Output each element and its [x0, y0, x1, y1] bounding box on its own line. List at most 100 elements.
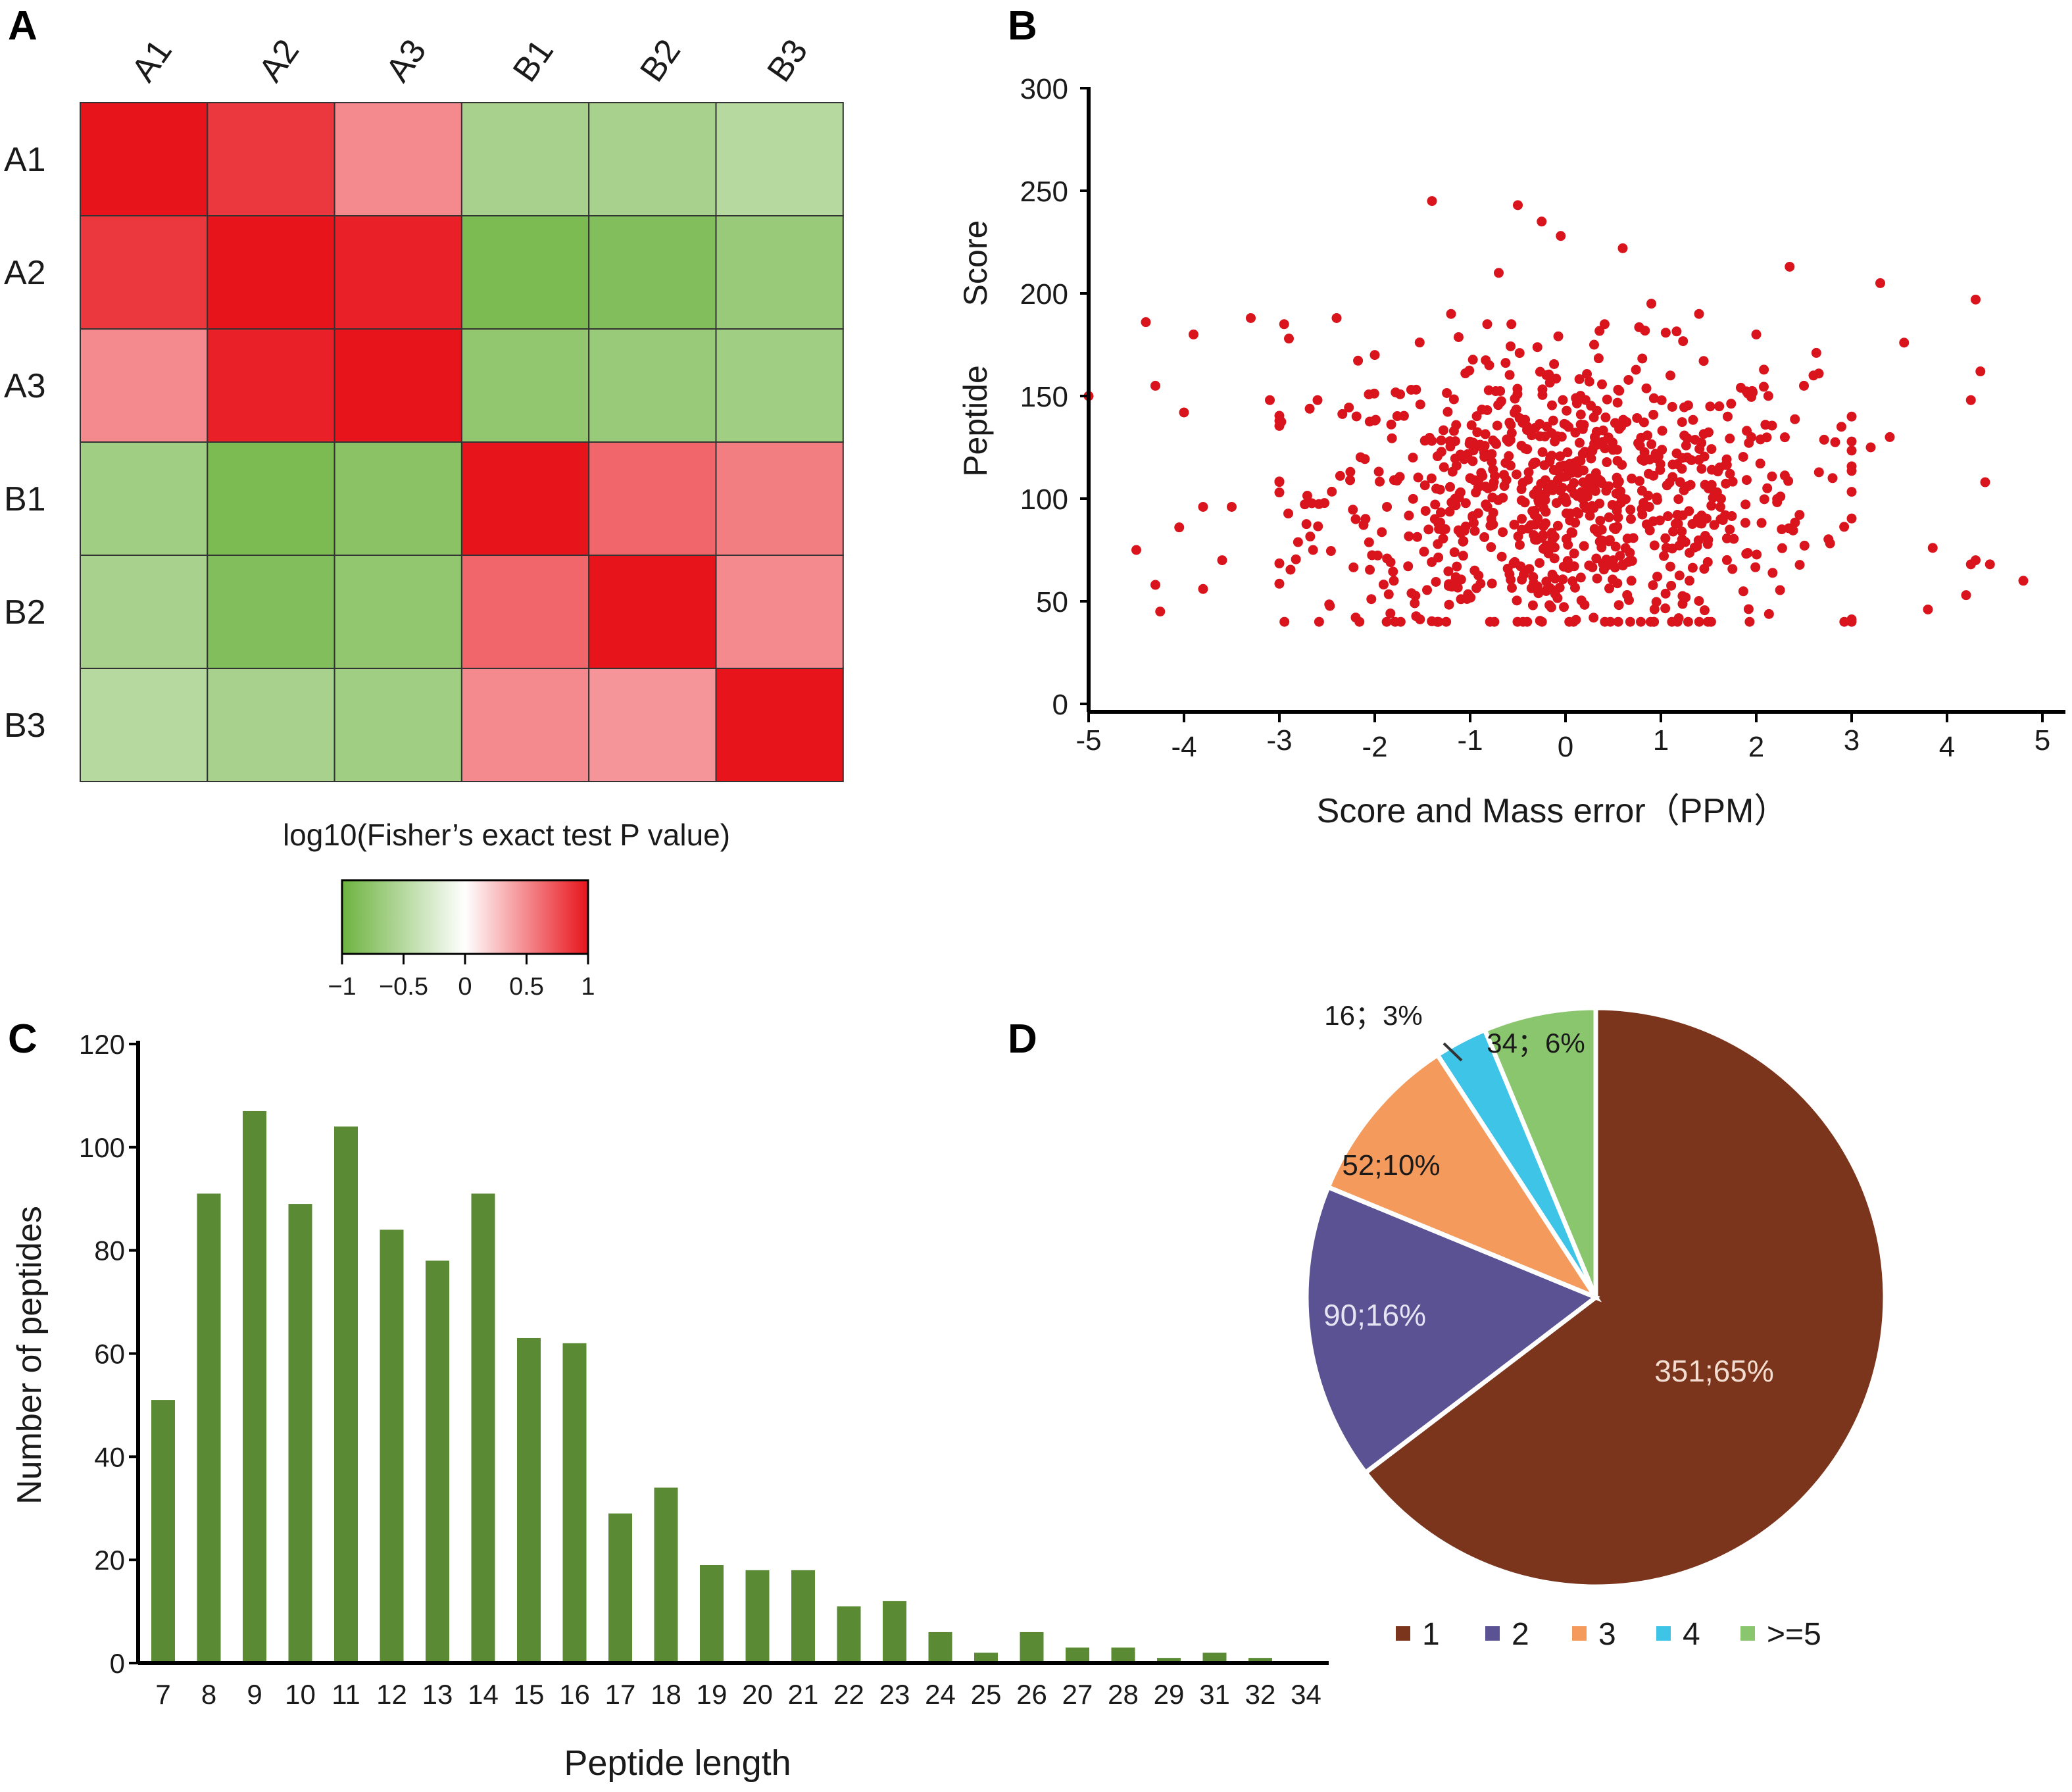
scatter-point — [1444, 482, 1455, 492]
bar-length-21 — [791, 1570, 815, 1663]
scatter-point — [1468, 518, 1479, 528]
scatter-point — [1439, 462, 1449, 472]
scatter-point — [1589, 612, 1599, 623]
heatmap-column-labels: A1 A2 A3 B1 B2 B3 — [124, 33, 815, 89]
scatter-point — [1714, 401, 1725, 412]
scatter-point — [1435, 484, 1445, 495]
scatter-point — [1569, 478, 1579, 488]
scatter-point — [1641, 519, 1652, 530]
bar-x-tick-label: 24 — [925, 1679, 956, 1710]
scatter-point — [1975, 366, 1986, 377]
bar-length-31 — [1202, 1653, 1227, 1663]
scatter-point — [1386, 419, 1396, 430]
scatter-point — [1353, 355, 1364, 366]
scatter-point — [1694, 309, 1704, 319]
scatter-point — [1383, 589, 1394, 599]
bar-x-tick-label: 34 — [1291, 1679, 1321, 1710]
scatter-point — [1387, 433, 1397, 443]
scatter-point — [1646, 299, 1656, 309]
scatter-point — [1483, 483, 1493, 493]
scatter-point — [1155, 607, 1166, 617]
scatter-point — [1395, 389, 1406, 399]
scatter-point — [1706, 501, 1717, 511]
scatter-point — [1715, 493, 1726, 504]
scatter-point — [1759, 364, 1769, 375]
scatter-point — [1758, 382, 1769, 392]
scatter-point — [1274, 487, 1285, 498]
heatmap-cells — [80, 102, 844, 782]
scatter-point — [1389, 576, 1399, 586]
scatter-point — [1502, 434, 1512, 445]
scatter-point — [1513, 200, 1523, 211]
scatter-point — [1577, 493, 1587, 504]
scatter-point — [1179, 407, 1189, 418]
scatter-point — [1456, 594, 1466, 605]
scatter-point — [1344, 402, 1354, 412]
scatter-y-tick-label: 200 — [1020, 278, 1068, 311]
scatter-point — [1644, 454, 1655, 464]
scatter-point — [1392, 411, 1402, 422]
scatter-point — [1469, 526, 1480, 536]
bar-length-28 — [1111, 1647, 1135, 1663]
scatter-point — [1702, 557, 1713, 567]
scatter-point — [1617, 243, 1628, 253]
scatter-point — [1544, 378, 1555, 388]
scatter-point — [1667, 401, 1677, 412]
scatter-point — [1614, 600, 1624, 610]
scatter-point — [1623, 374, 1634, 385]
scatter-point — [1522, 421, 1533, 432]
pie-legend-label: 1 — [1422, 1617, 1440, 1652]
scatter-point — [1561, 534, 1571, 544]
scatter-point — [1458, 551, 1468, 561]
scatter-point — [1293, 537, 1303, 547]
scatter-point — [1300, 499, 1310, 510]
scatter-point — [1549, 532, 1560, 542]
bar-length-16 — [562, 1343, 587, 1663]
scatter-point — [1422, 585, 1433, 595]
scatter-point — [1683, 481, 1694, 491]
scatter-point — [1535, 558, 1545, 568]
scatter-point — [1613, 512, 1623, 522]
pie-slice-3 — [1325, 1051, 1602, 1303]
heatmap-colorbar-ticks: −1 −0.5 0 0.5 1 — [328, 954, 595, 1001]
scatter-point — [1493, 400, 1504, 411]
scatter-point — [1674, 570, 1685, 581]
heatmap-cell-b2-a1 — [80, 555, 209, 669]
heatmap-cell-b2-a3 — [333, 555, 462, 669]
scatter-point — [1685, 576, 1694, 586]
scatter-point — [1721, 478, 1731, 489]
scatter-point — [1448, 426, 1459, 436]
scatter-point — [1743, 604, 1754, 614]
scatter-x-tick-label: -5 — [1075, 724, 1101, 757]
bar-x-tick-label: 20 — [742, 1679, 773, 1710]
heatmap-cell-b1-b2 — [588, 441, 717, 556]
scatter-point — [1671, 326, 1682, 337]
scatter-point — [1419, 480, 1430, 491]
scatter-point — [1813, 467, 1824, 478]
bar-x-tick-label: 7 — [155, 1679, 170, 1710]
scatter-point — [1494, 268, 1504, 278]
scatter-point — [1720, 510, 1731, 520]
scatter-point — [1345, 475, 1356, 485]
scatter-point — [1625, 514, 1636, 524]
scatter-point — [1313, 521, 1323, 532]
scatter-point — [1562, 405, 1572, 416]
scatter-point — [1568, 616, 1579, 627]
scatter-point — [1668, 526, 1679, 537]
bar-length-32 — [1248, 1658, 1272, 1663]
scatter-point — [1512, 595, 1522, 606]
scatter-point — [1446, 309, 1456, 319]
scatter-x-tick-label: 2 — [1748, 731, 1764, 763]
scatter-point — [1490, 437, 1500, 448]
scatter-point — [1486, 542, 1496, 553]
scatter-point — [1274, 578, 1285, 589]
scatter-point — [1600, 412, 1611, 423]
scatter-point — [1729, 534, 1739, 544]
scatter-point — [1846, 487, 1857, 497]
colorbar-tick-label: −1 — [328, 973, 356, 1001]
scatter-point — [1637, 504, 1647, 514]
scatter-point — [1524, 564, 1535, 574]
scatter-point — [1617, 560, 1628, 571]
scatter-point — [1767, 471, 1777, 482]
scatter-point — [1736, 382, 1746, 393]
